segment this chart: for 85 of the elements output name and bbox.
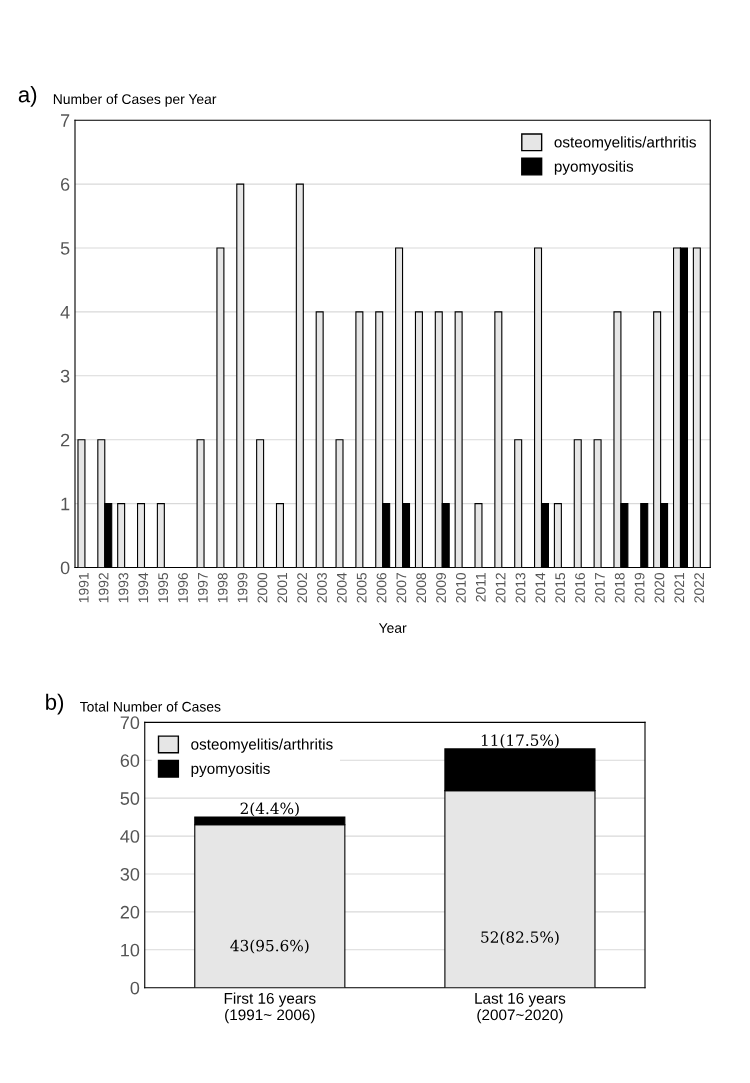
bar — [414, 311, 423, 568]
bar — [573, 439, 582, 568]
bar — [295, 183, 304, 568]
bar — [593, 439, 602, 568]
bar — [275, 503, 284, 568]
data-label: 43(95.6%) — [230, 939, 309, 954]
y-tick-label: 3 — [60, 369, 70, 383]
x-tick-label: 1999 — [237, 573, 248, 603]
x-tick-label: 2016 — [575, 572, 585, 603]
y-tick-label: 30 — [120, 867, 140, 881]
x-tick-label: 2007 — [396, 573, 407, 603]
x-tick-label: 1996 — [178, 572, 188, 603]
bar — [494, 311, 503, 568]
bar — [315, 311, 324, 568]
bar — [355, 311, 364, 568]
y-tick-label: 5 — [60, 242, 70, 255]
bar — [117, 503, 126, 568]
bar — [196, 439, 205, 568]
legend-label: pyomyositis — [554, 160, 634, 175]
legend-label: pyomyositis — [191, 762, 270, 778]
x-tick-label: 2014 — [535, 572, 546, 603]
legend-label: osteomyelitis/arthritis — [554, 136, 696, 151]
y-tick-label: 2 — [61, 433, 70, 447]
bar — [640, 503, 649, 568]
x-tick-label: 2012 — [495, 573, 506, 603]
y-axis-title: Number of Cases per Year — [53, 93, 217, 107]
y-tick-label: 60 — [120, 754, 140, 767]
x-tick-label: 2018 — [614, 572, 625, 603]
bar — [256, 439, 265, 568]
bar — [236, 183, 245, 568]
x-tick-label: 2010 — [456, 572, 466, 603]
y-tick-label: 7 — [61, 114, 70, 127]
x-tick-label: 2005 — [356, 572, 367, 603]
data-label: 2(4.4%) — [240, 802, 299, 817]
x-tick-label: 2011 — [475, 573, 486, 602]
x-tick-label: 1995 — [158, 572, 169, 603]
x-tick-label: 2008 — [416, 572, 427, 603]
y-axis-title: Total Number of Cases — [80, 701, 221, 712]
x-tick-label: 2020 — [654, 572, 665, 603]
y-tick-label: 6 — [61, 178, 70, 191]
x-tick-label: 2019 — [634, 573, 645, 603]
x-tick-label: 2004 — [336, 572, 347, 603]
x-tick-label: 2013 — [515, 572, 526, 603]
y-tick-label: 0 — [60, 561, 70, 575]
y-tick-label: 20 — [120, 905, 140, 919]
y-tick-label: 70 — [120, 716, 140, 730]
x-tick-label: 2022 — [694, 573, 705, 603]
x-tick-label: 2003 — [317, 572, 327, 603]
x-tick-label: 1992 — [98, 573, 109, 603]
y-tick-label: 1 — [61, 497, 70, 511]
x-tick-label: 1998 — [217, 572, 228, 603]
chart-title: b) — [46, 693, 64, 715]
x-tick-label: 1997 — [197, 573, 208, 603]
x-tick-label: 2009 — [436, 573, 446, 603]
bar — [454, 311, 463, 568]
bar — [692, 247, 701, 568]
legend-label: osteomyelitis/arthritis — [191, 738, 333, 753]
x-tick-label: 2006 — [376, 572, 387, 603]
x-tick-label: 2001 — [277, 573, 288, 603]
bar — [514, 439, 523, 568]
bar — [335, 439, 344, 568]
chart-title: a) — [18, 86, 37, 107]
y-tick-label: 50 — [120, 792, 140, 805]
x-tick-label: 2021 — [674, 573, 685, 603]
data-label: 52(82.5%) — [481, 931, 559, 946]
x-tick-label: 1994 — [138, 572, 149, 603]
y-tick-label: 40 — [120, 830, 140, 843]
x-axis-title: Year — [378, 623, 407, 633]
x-tick-label: 1991 — [78, 573, 89, 603]
y-tick-label: 10 — [121, 943, 140, 957]
bar — [553, 503, 562, 568]
x-tick-label: First 16 years (1991~ 2006) — [224, 992, 316, 1024]
y-tick-label: 4 — [60, 306, 70, 319]
bar — [474, 503, 483, 568]
x-tick-label: Last 16 years (2007~2020) — [475, 992, 566, 1024]
y-tick-label: 0 — [130, 981, 140, 995]
x-tick-label: 2015 — [555, 572, 566, 603]
bar — [136, 503, 146, 568]
x-tick-label: 2000 — [257, 572, 268, 603]
x-tick-label: 2017 — [594, 573, 605, 603]
x-tick-label: 2002 — [297, 573, 308, 603]
data-label: 11(17.5%) — [481, 734, 559, 749]
bar — [156, 503, 165, 568]
bar — [216, 247, 225, 568]
x-tick-label: 1993 — [118, 572, 129, 603]
